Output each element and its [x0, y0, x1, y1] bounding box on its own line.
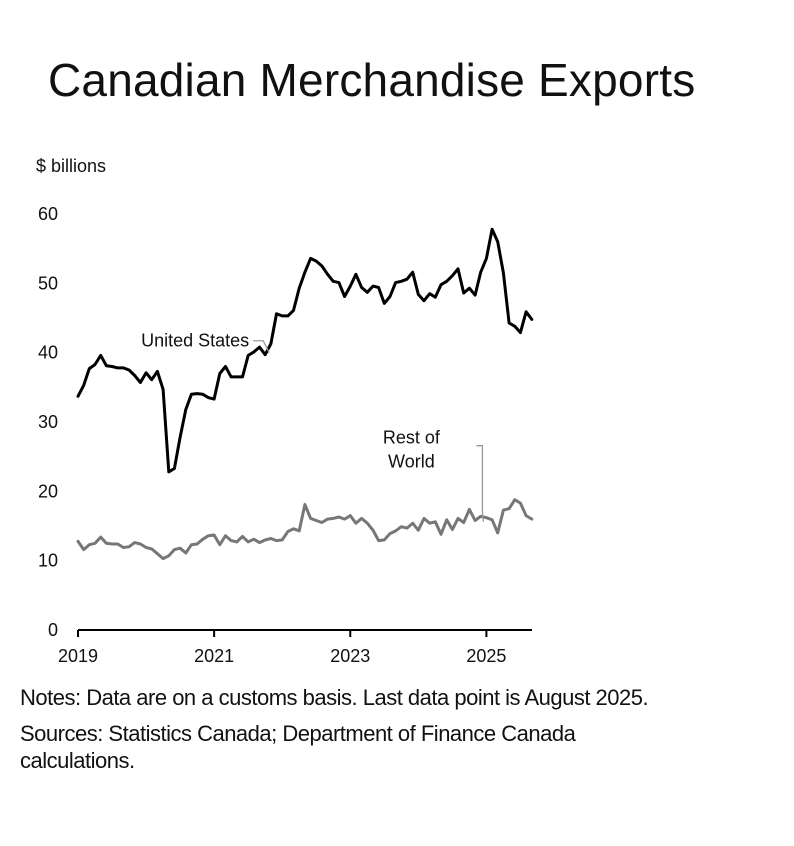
series-line-rest-of-world	[76, 498, 534, 561]
y-tick-label: 50	[38, 273, 58, 293]
leader-line-rest-of-world	[476, 445, 485, 522]
series-layer	[76, 227, 534, 561]
y-tick-label: 60	[38, 204, 58, 224]
y-axis-label: $ billions	[36, 156, 106, 176]
y-tick-label: 0	[48, 620, 58, 640]
series-label-united-states: United States	[141, 331, 249, 351]
y-tick-label: 10	[38, 551, 58, 571]
x-tick-label: 2019	[58, 646, 98, 666]
notes-block: Notes: Data are on a customs basis. Last…	[20, 684, 660, 783]
chart: $ billions 0 10 20 30 40 50 60 2019 2021 2023 202…	[36, 156, 534, 666]
series-label-rest-of-world-line: Rest of	[383, 428, 441, 448]
y-tick-label: 40	[38, 343, 58, 363]
leader-line-united-states	[253, 340, 270, 354]
notes-text: Notes: Data are on a customs basis. Last…	[20, 685, 649, 710]
chart-title: Canadian Merchandise Exports	[48, 54, 696, 106]
series-line-united-states	[76, 227, 534, 474]
y-axis-ticks: 0 10 20 30 40 50 60	[38, 204, 58, 640]
sources-text: Sources: Statistics Canada; Department o…	[20, 721, 576, 773]
y-tick-label: 30	[38, 412, 58, 432]
x-tick-label: 2023	[330, 646, 370, 666]
x-axis: 2019 2021 2023 2025	[58, 629, 532, 666]
series-labels: United States Rest of World	[141, 331, 485, 522]
x-tick-label: 2021	[194, 646, 234, 666]
y-tick-label: 20	[38, 481, 58, 501]
x-tick-label: 2025	[466, 646, 506, 666]
series-label-rest-of-world-line: World	[388, 452, 435, 472]
